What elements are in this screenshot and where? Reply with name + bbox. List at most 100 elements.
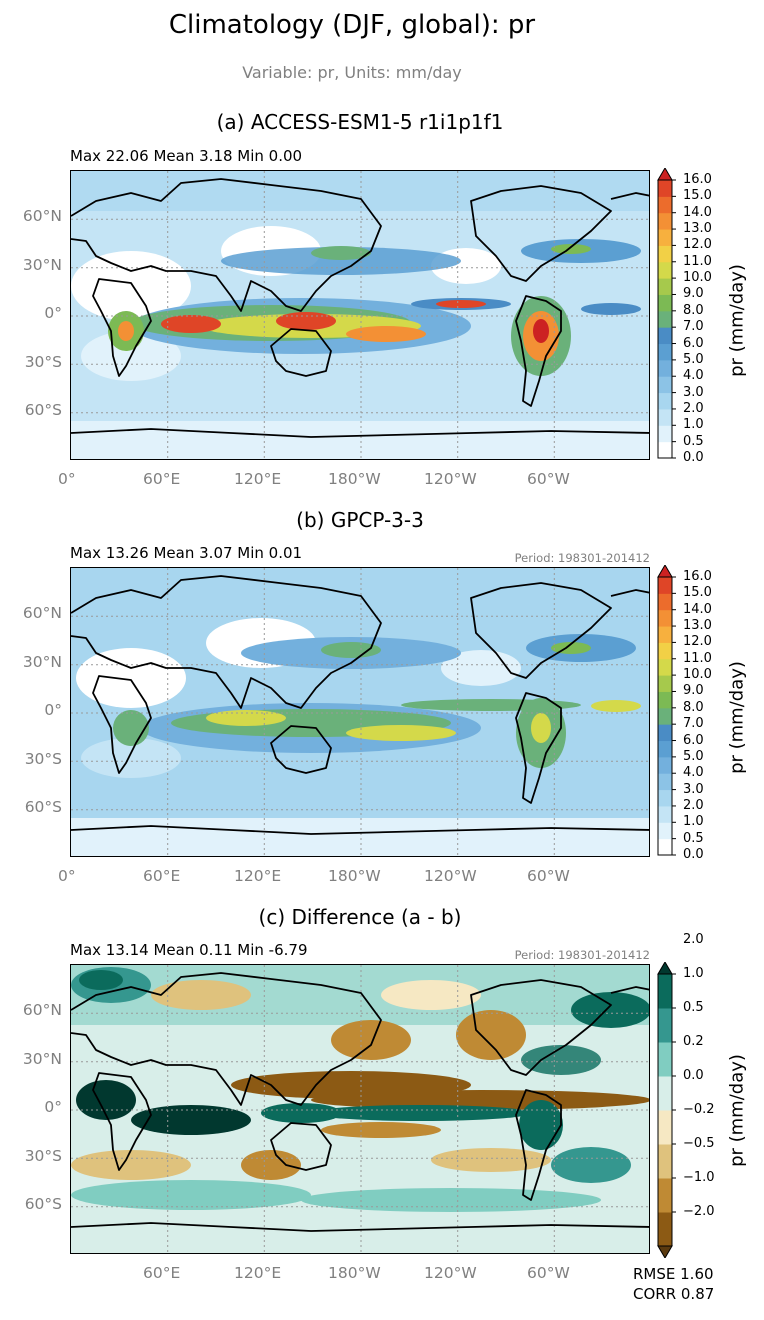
colorbar-tick-label: −1.0 (683, 1170, 715, 1185)
colorbar-tick-label: 13.0 (683, 618, 712, 634)
colorbar-band (658, 1042, 672, 1077)
panel-a-lon-tick: 120°E (234, 470, 282, 488)
colorbar-band (658, 408, 672, 426)
panel-c-lon-tick: 60°E (143, 1264, 181, 1282)
colorbar-extend-max (657, 565, 673, 578)
colorbar-tick-label: 10.0 (683, 270, 712, 286)
colorbar-tick-label: 6.0 (683, 335, 704, 351)
colorbar-extend-min (657, 1245, 673, 1258)
panel-a-colorbar-label: pr (mm/day) (726, 264, 748, 377)
colorbar-band (658, 805, 672, 823)
panel-b-title: (b) GPCP-3-3 (296, 508, 424, 532)
colorbar-tick-label: 12.0 (683, 237, 712, 253)
panel-a-lon-tick: 180°W (328, 470, 381, 488)
colorbar-tick-label: 1.0 (683, 814, 704, 830)
colorbar-tick-label: 4.0 (683, 368, 704, 384)
figure-title: Climatology (DJF, global): pr (168, 10, 536, 40)
colorbar-band (658, 392, 672, 410)
panel-a-map-svg (71, 171, 649, 459)
colorbar-band (658, 609, 672, 627)
colorbar-band (658, 658, 672, 676)
panel-a-lat-tick: 0° (44, 304, 62, 322)
colorbar-band (658, 1212, 672, 1247)
colorbar-band (658, 180, 672, 197)
panel-c-lat-tick: 60°N (22, 1001, 62, 1019)
colorbar-band (658, 310, 672, 328)
rmse-value: RMSE 1.60 (633, 1265, 714, 1283)
panel-c-period: Period: 198301-201412 (514, 948, 650, 962)
colorbar-band (658, 675, 672, 692)
colorbar-band (658, 1144, 672, 1179)
colorbar-band (658, 294, 672, 312)
colorbar-tick-label: 2.0 (683, 932, 704, 947)
colorbar-band (658, 626, 672, 643)
panel-a-coastlines (71, 178, 649, 438)
colorbar-band (658, 261, 672, 279)
panel-a-lat-tick: 60°N (22, 207, 62, 225)
panel-c-stats: Max 13.14 Mean 0.11 Min -6.79 (70, 941, 308, 959)
panel-a-lat-tick: 30°S (24, 353, 62, 371)
panel-a-lat-tick: 60°S (24, 401, 62, 419)
panel-c-coastlines (71, 972, 649, 1232)
panel-a-lon-tick: 120°W (424, 470, 477, 488)
colorbar-tick-label: 9.0 (683, 683, 704, 699)
colorbar-tick-label: 3.0 (683, 781, 704, 797)
colorbar-tick-label: 1.0 (683, 417, 704, 433)
colorbar-band (658, 707, 672, 725)
panel-b-colorbar-ticks: 0.0 0.5 1.0 2.0 3.0 4.0 5.0 6.0 7.0 8.0 9.0 10.0 11.… (680, 565, 740, 862)
colorbar-band (658, 740, 672, 758)
colorbar-tick-label: 16.0 (683, 172, 712, 187)
colorbar-band (658, 789, 672, 807)
colorbar-tick-label: 14.0 (683, 601, 712, 617)
colorbar-band (658, 278, 672, 295)
figure-subtitle: Variable: pr, Units: mm/day (242, 63, 462, 82)
panel-b-lon-tick: 180°W (328, 867, 381, 885)
panel-a-colorbar-ticks: 0.0 0.5 1.0 2.0 3.0 4.0 5.0 6.0 7.0 8.0 9.0 10.0 11.… (680, 168, 740, 465)
colorbar-band (658, 756, 672, 774)
colorbar-tick-label: 0.0 (683, 847, 704, 862)
colorbar-band (658, 343, 672, 361)
panel-c-lon-tick: 60°W (527, 1264, 570, 1282)
colorbar-band (658, 691, 672, 709)
colorbar-band (658, 425, 672, 443)
colorbar-tick-label: 0.2 (683, 1034, 704, 1049)
panel-b-stats: Max 13.26 Mean 3.07 Min 0.01 (70, 544, 303, 562)
colorbar-band (658, 593, 672, 611)
colorbar-tick-label: 15.0 (683, 585, 712, 601)
panel-a-lon-tick: 60°E (143, 470, 181, 488)
colorbar-band (658, 245, 672, 263)
panel-a-title: (a) ACCESS-ESM1-5 r1i1p1f1 (216, 110, 504, 134)
colorbar-tick-label: 6.0 (683, 732, 704, 748)
colorbar-tick-label: 7.0 (683, 319, 704, 335)
panel-c-lon-tick: 120°E (234, 1264, 282, 1282)
panel-b-period: Period: 198301-201412 (514, 551, 650, 565)
colorbar-band (658, 376, 672, 394)
colorbar-band (658, 327, 672, 345)
colorbar-band (658, 642, 672, 660)
colorbar-tick-label: 1.0 (683, 966, 704, 981)
colorbar-tick-label: 8.0 (683, 302, 704, 318)
panel-b-lat-tick: 30°N (22, 653, 62, 671)
panel-b-lon-tick: 0° (58, 867, 76, 885)
panel-c-lat-tick: 0° (44, 1098, 62, 1116)
colorbar-tick-label: 0.5 (683, 830, 704, 846)
colorbar-tick-label: 5.0 (683, 351, 704, 367)
colorbar-tick-label: 7.0 (683, 716, 704, 732)
colorbar-tick-label: 11.0 (683, 253, 712, 269)
panel-c-title: (c) Difference (a - b) (258, 905, 462, 929)
panel-a-gridlines (71, 171, 649, 459)
panel-c-colorbar (657, 962, 676, 1258)
panel-c-lon-tick: 180°W (328, 1264, 381, 1282)
colorbar-band (658, 724, 672, 742)
panel-c-colorbar-label: pr (mm/day) (726, 1054, 748, 1167)
panel-b-gridlines (71, 568, 649, 856)
panel-b-lat-tick: 60°S (24, 798, 62, 816)
colorbar-tick-label: 5.0 (683, 748, 704, 764)
panel-b-lon-tick: 120°W (424, 867, 477, 885)
colorbar-tick-label: 0.5 (683, 1000, 704, 1015)
colorbar-tick-label: −2.0 (683, 1204, 715, 1219)
panel-b-colorbar-label: pr (mm/day) (726, 661, 748, 774)
panel-c-map-svg (71, 965, 649, 1253)
panel-c-lat-tick: 60°S (24, 1195, 62, 1213)
panel-b-lon-tick: 120°E (234, 867, 282, 885)
